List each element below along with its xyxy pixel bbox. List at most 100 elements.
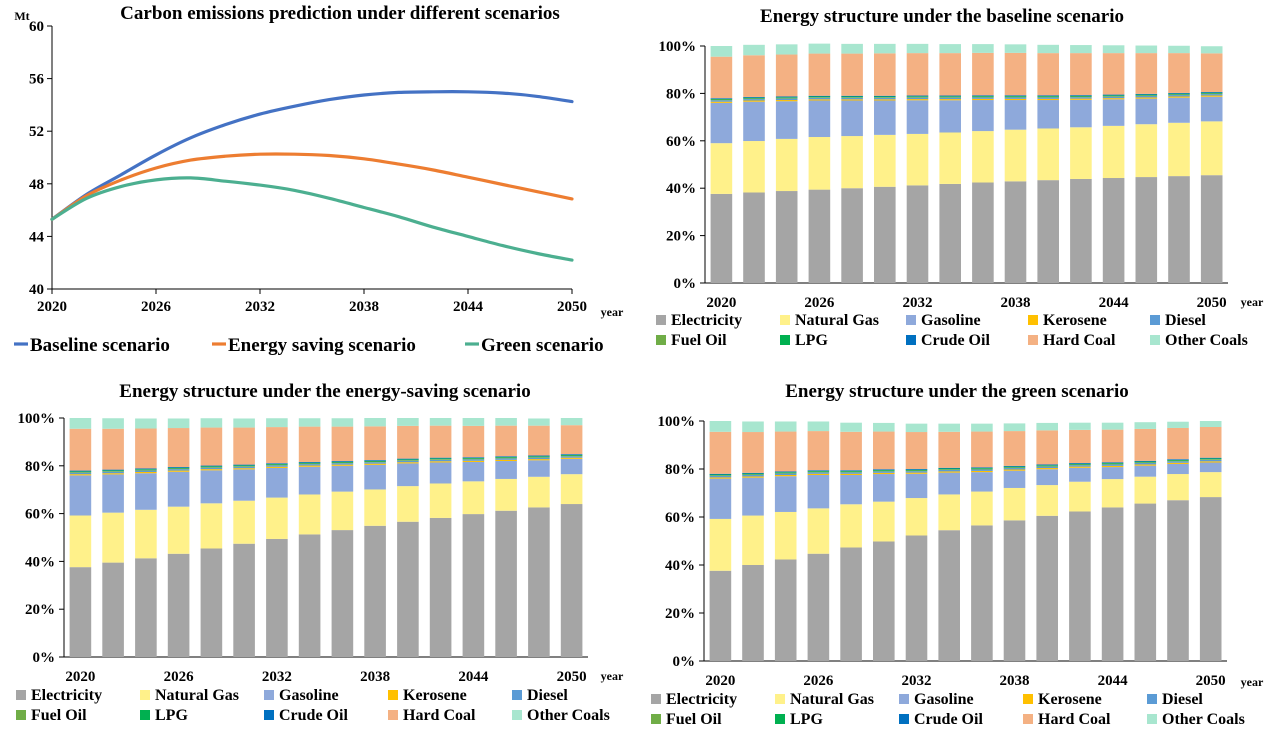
legend-item-natural-gas: Natural Gas (775, 691, 874, 708)
bar-segment-diesel (1167, 461, 1189, 463)
legend-label: Crude Oil (914, 711, 983, 728)
x-axis-unit-label: year (601, 669, 624, 683)
bar-segment-hard-coal (1003, 431, 1026, 466)
bar-segment-lpg (1070, 95, 1092, 97)
bar-segment-crude-oil (298, 461, 321, 463)
bar-segment-electricity (874, 186, 896, 283)
bar-segment-kerosene (840, 473, 862, 475)
bar-segment-natural-gas (938, 494, 960, 531)
bar-segment-electricity (1004, 181, 1027, 283)
bar-stack-2050 (1200, 46, 1223, 283)
legend-label: Electricity (31, 687, 102, 704)
bar-segment-diesel (233, 466, 255, 469)
bar-segment-crude-oil (1070, 95, 1092, 96)
legend-swatch (140, 710, 150, 720)
bar-segment-hard-coal (1167, 427, 1189, 460)
bar-segment-electricity (1199, 497, 1222, 661)
bar-segment-hard-coal (298, 426, 321, 462)
legend-item-kerosene: Kerosene (388, 687, 467, 704)
bar-segment-kerosene (971, 470, 993, 473)
legend-label: Natural Gas (795, 312, 879, 329)
bar-segment-gasoline (874, 100, 896, 135)
bar-segment-hard-coal (1135, 53, 1158, 94)
bar-segment-gasoline (972, 100, 994, 132)
baseline-scenario-line (50, 90, 574, 221)
bar-segment-lpg (841, 96, 863, 98)
legend-swatch (780, 315, 790, 325)
bar-stack-2042 (1070, 45, 1092, 283)
bar-segment-electricity (495, 510, 517, 657)
bar-segment-kerosene (102, 473, 124, 475)
bar-segment-diesel (971, 469, 993, 471)
y-tick-label: 48 (29, 177, 44, 193)
bar-segment-crude-oil (775, 96, 798, 98)
legend-label: Crude Oil (279, 707, 348, 724)
x-tick-label: 2032 (902, 295, 932, 311)
y-tick-label: 20% (25, 602, 55, 618)
bar-segment-gasoline (495, 461, 517, 479)
x-tick-label: 2050 (557, 299, 587, 315)
bar-segment-lpg (462, 457, 485, 459)
bar-segment-other-coals (1037, 44, 1059, 54)
bar-segment-natural-gas (808, 137, 831, 190)
bar-segment-electricity (135, 558, 157, 657)
bar-segment-crude-oil (1003, 465, 1026, 467)
bar-segment-natural-gas (69, 515, 92, 568)
bar-segment-hard-coal (905, 432, 928, 469)
bar-segment-fuel-oil (808, 97, 831, 98)
bar-segment-natural-gas (1037, 128, 1059, 181)
bar-segment-kerosene (331, 464, 354, 466)
y-tick-label: 80% (25, 459, 55, 475)
bar-segment-hard-coal (167, 428, 190, 467)
bar-segment-natural-gas (709, 518, 732, 571)
bar-segment-other-coals (1101, 422, 1124, 430)
bar-segment-fuel-oil (873, 470, 895, 472)
bar-segment-crude-oil (560, 454, 583, 455)
bar-segment-gasoline (1037, 100, 1059, 129)
bar-segment-electricity (1070, 178, 1092, 283)
bar-segment-diesel (874, 97, 896, 100)
bar-segment-kerosene (429, 461, 452, 463)
bar-segment-fuel-oil (742, 474, 764, 475)
bar-segment-other-coals (69, 418, 92, 429)
bar-segment-kerosene (298, 465, 321, 467)
bar-segment-other-coals (873, 422, 895, 432)
bar-segment-kerosene (1135, 97, 1158, 99)
bar-segment-other-coals (939, 44, 961, 54)
bar-segment-gasoline (1102, 99, 1125, 126)
bar-segment-lpg (528, 456, 550, 457)
bar-segment-lpg (495, 456, 517, 458)
bar-stack-2022 (102, 418, 124, 657)
bar-segment-gasoline (1168, 97, 1190, 123)
legend-swatch (1023, 714, 1033, 724)
bar-segment-diesel (1101, 464, 1124, 466)
bar-stack-2048 (1168, 45, 1190, 283)
bar-segment-kerosene (906, 99, 929, 101)
bar-segment-electricity (808, 189, 831, 283)
bar-segment-hard-coal (462, 425, 485, 458)
y-tick-label: 40% (666, 181, 696, 197)
bar-segment-electricity (775, 191, 798, 283)
green-structure-panel: Energy structure under the green scenari… (651, 381, 1264, 728)
y-tick-label: 0% (674, 276, 697, 292)
bar-segment-electricity (1036, 515, 1058, 661)
bar-segment-crude-oil (742, 472, 764, 474)
bar-segment-kerosene (1004, 98, 1027, 101)
bar-segment-other-coals (938, 423, 960, 432)
bar-segment-hard-coal (742, 432, 764, 473)
bar-segment-kerosene (495, 459, 517, 462)
bar-segment-electricity (429, 517, 452, 657)
bar-segment-diesel (742, 475, 764, 477)
bar-segment-fuel-oil (939, 96, 961, 98)
legend-swatch (1150, 315, 1160, 325)
legend-label: Crude Oil (921, 332, 990, 349)
bar-segment-diesel (840, 472, 862, 474)
legend-swatch (1147, 694, 1157, 704)
legend-label: Baseline scenario (30, 335, 170, 356)
energy-saving-structure-panel: Energy structure under the energy-saving… (16, 381, 624, 724)
y-tick-label: 80% (665, 462, 695, 478)
bar-segment-fuel-oil (840, 471, 862, 473)
bar-segment-lpg (1168, 93, 1190, 95)
bar-segment-natural-gas (1070, 127, 1092, 179)
bar-segment-hard-coal (743, 55, 765, 97)
